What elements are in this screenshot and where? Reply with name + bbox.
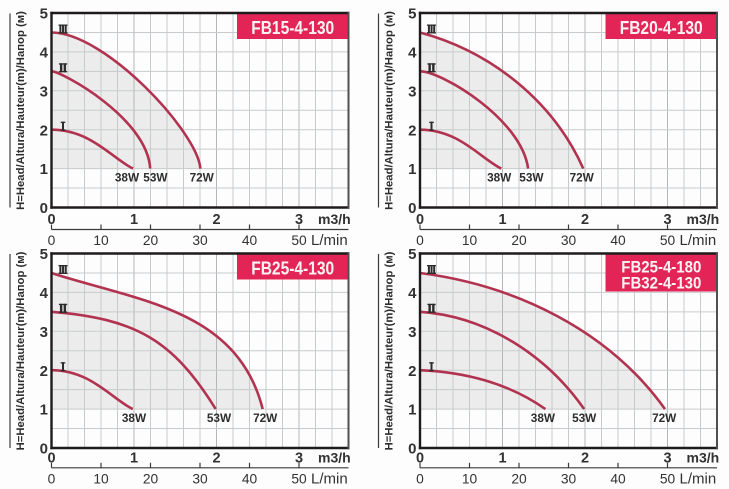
svg-text:H=Head/Altura/Hauteur(m)/Напор: H=Head/Altura/Hauteur(m)/Напор (м) xyxy=(384,11,396,210)
svg-text:50: 50 xyxy=(291,471,307,486)
svg-text:40: 40 xyxy=(242,471,258,486)
svg-text:30: 30 xyxy=(192,471,208,486)
svg-text:5: 5 xyxy=(408,246,416,263)
svg-text:38W: 38W xyxy=(115,170,140,184)
svg-text:38W: 38W xyxy=(487,170,512,184)
svg-text:H=Head/Altura/Hauteur(m)/Напор: H=Head/Altura/Hauteur(m)/Напор (м) xyxy=(15,251,27,450)
svg-text:2: 2 xyxy=(212,450,220,466)
svg-text:0: 0 xyxy=(47,450,55,466)
svg-text:38W: 38W xyxy=(122,411,147,425)
svg-text:0: 0 xyxy=(40,441,48,458)
svg-text:50: 50 xyxy=(660,233,676,248)
svg-text:72W: 72W xyxy=(190,170,215,184)
svg-text:5: 5 xyxy=(408,6,416,23)
svg-text:4: 4 xyxy=(408,285,417,302)
svg-text:40: 40 xyxy=(610,233,626,248)
svg-text:0: 0 xyxy=(416,212,424,228)
svg-text:3: 3 xyxy=(663,212,671,228)
svg-text:4: 4 xyxy=(408,45,417,62)
svg-text:FB32-4-130: FB32-4-130 xyxy=(621,274,701,293)
svg-text:1: 1 xyxy=(408,402,416,419)
svg-text:3: 3 xyxy=(295,450,303,466)
svg-text:m3/h: m3/h xyxy=(318,449,351,465)
svg-text:FB15-4-130: FB15-4-130 xyxy=(251,18,334,38)
svg-text:FB20-4-130: FB20-4-130 xyxy=(620,18,703,38)
svg-text:m3/h: m3/h xyxy=(687,449,720,465)
svg-text:20: 20 xyxy=(511,233,527,248)
svg-text:5: 5 xyxy=(40,246,48,263)
svg-text:2: 2 xyxy=(408,122,416,139)
svg-text:1: 1 xyxy=(130,212,138,228)
svg-text:20: 20 xyxy=(143,233,159,248)
svg-text:H=Head/Altura/Hauteur(m)/Напор: H=Head/Altura/Hauteur(m)/Напор (м) xyxy=(15,11,27,210)
svg-text:m3/h: m3/h xyxy=(687,211,720,227)
svg-text:1: 1 xyxy=(130,450,138,466)
svg-text:L/min: L/min xyxy=(680,470,717,487)
svg-text:4: 4 xyxy=(40,285,49,302)
svg-text:0: 0 xyxy=(48,233,56,248)
svg-text:38W: 38W xyxy=(531,411,556,425)
svg-text:30: 30 xyxy=(561,233,577,248)
svg-text:3: 3 xyxy=(295,212,303,228)
svg-text:30: 30 xyxy=(192,233,208,248)
svg-text:0: 0 xyxy=(408,200,416,217)
svg-text:50: 50 xyxy=(660,471,676,486)
svg-text:10: 10 xyxy=(93,233,109,248)
svg-text:m3/h: m3/h xyxy=(318,211,351,227)
svg-text:5: 5 xyxy=(40,6,48,23)
svg-text:0: 0 xyxy=(47,212,55,228)
svg-text:53W: 53W xyxy=(519,170,544,184)
svg-text:40: 40 xyxy=(242,233,258,248)
svg-text:H=Head/Altura/Hauteur(m)/Напор: H=Head/Altura/Hauteur(m)/Напор (м) xyxy=(384,251,396,450)
svg-text:10: 10 xyxy=(462,471,478,486)
svg-text:3: 3 xyxy=(40,83,48,100)
svg-text:3: 3 xyxy=(408,324,416,341)
svg-text:2: 2 xyxy=(408,363,416,380)
svg-text:0: 0 xyxy=(48,471,56,486)
svg-text:2: 2 xyxy=(212,212,220,228)
svg-text:0: 0 xyxy=(40,200,48,217)
svg-text:72W: 72W xyxy=(570,170,595,184)
svg-text:1: 1 xyxy=(40,402,48,419)
svg-text:0: 0 xyxy=(416,233,424,248)
svg-text:L/min: L/min xyxy=(311,470,348,487)
svg-text:30: 30 xyxy=(561,471,577,486)
svg-text:10: 10 xyxy=(93,471,109,486)
svg-text:50: 50 xyxy=(291,233,307,248)
svg-text:53W: 53W xyxy=(572,411,597,425)
svg-text:4: 4 xyxy=(40,45,49,62)
svg-text:10: 10 xyxy=(462,233,478,248)
svg-text:0: 0 xyxy=(408,441,416,458)
svg-text:L/min: L/min xyxy=(680,232,717,249)
svg-text:2: 2 xyxy=(40,122,48,139)
svg-text:53W: 53W xyxy=(207,411,232,425)
svg-text:72W: 72W xyxy=(652,411,677,425)
svg-text:1: 1 xyxy=(498,450,506,466)
svg-text:FB25-4-180: FB25-4-180 xyxy=(621,258,701,277)
svg-text:1: 1 xyxy=(498,212,506,228)
svg-text:L/min: L/min xyxy=(311,232,348,249)
svg-text:2: 2 xyxy=(581,450,589,466)
svg-text:1: 1 xyxy=(40,161,48,178)
svg-text:40: 40 xyxy=(610,471,626,486)
svg-text:FB25-4-130: FB25-4-130 xyxy=(251,258,334,278)
svg-text:3: 3 xyxy=(663,450,671,466)
svg-text:0: 0 xyxy=(416,450,424,466)
svg-text:20: 20 xyxy=(143,471,159,486)
svg-text:20: 20 xyxy=(511,471,527,486)
svg-text:53W: 53W xyxy=(143,170,168,184)
svg-text:3: 3 xyxy=(40,324,48,341)
svg-text:72W: 72W xyxy=(253,411,278,425)
svg-text:0: 0 xyxy=(416,471,424,486)
svg-text:2: 2 xyxy=(40,363,48,380)
svg-text:2: 2 xyxy=(581,212,589,228)
svg-text:3: 3 xyxy=(408,83,416,100)
svg-text:1: 1 xyxy=(408,161,416,178)
